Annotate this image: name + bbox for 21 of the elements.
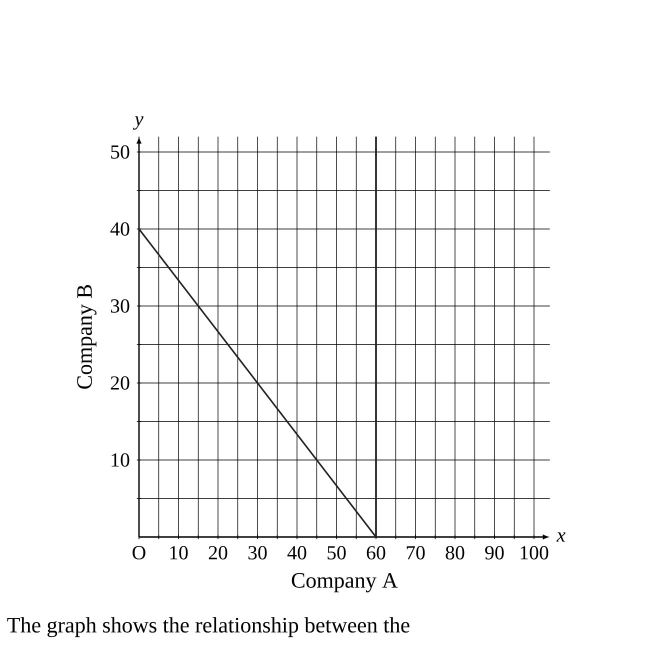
x-tick-label: 70 [406, 546, 425, 560]
x-tick-label: 60 [366, 546, 386, 560]
x-tick-label: 10 [170, 546, 188, 560]
text: The graph shows the relationship between the [7, 617, 410, 638]
y-axis-title: Company B [77, 285, 96, 389]
x-tick-label: 20 [208, 546, 228, 560]
y-tick-label: 50 [111, 145, 130, 159]
text: x [556, 532, 566, 542]
text: y [132, 116, 144, 130]
x-tick-label: 90 [485, 546, 504, 560]
x-tick-label: 100 [520, 546, 548, 560]
x-tick-label: 30 [248, 546, 267, 560]
x-tick-label: 50 [328, 546, 346, 560]
y-tick-label: 20 [110, 376, 130, 390]
x-tick-label: 80 [446, 546, 464, 560]
x-axis-title: Company A [292, 573, 398, 592]
y-tick-label: 30 [110, 299, 130, 313]
y-tick-label: 40 [110, 222, 130, 236]
y-tick-label: 10 [112, 453, 130, 467]
x-tick-label: 40 [287, 546, 306, 560]
x-tick-label: O [132, 546, 146, 560]
